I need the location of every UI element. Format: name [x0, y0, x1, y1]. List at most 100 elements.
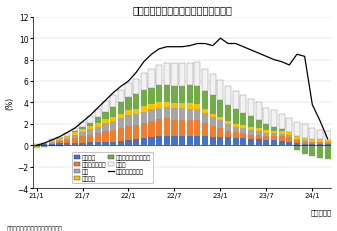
- Bar: [294, 123, 300, 137]
- Bar: [80, 123, 86, 127]
- Bar: [248, 100, 254, 117]
- Bar: [164, 136, 170, 146]
- Bar: [102, 142, 109, 146]
- Bar: [302, 138, 308, 141]
- Bar: [309, 146, 315, 156]
- Bar: [202, 69, 208, 92]
- Bar: [202, 114, 208, 124]
- Bar: [49, 146, 55, 147]
- Bar: [141, 123, 147, 138]
- Bar: [172, 86, 178, 103]
- Bar: [225, 131, 231, 138]
- Bar: [118, 103, 124, 115]
- Bar: [41, 144, 47, 145]
- Bar: [118, 129, 124, 141]
- Bar: [317, 142, 323, 143]
- Bar: [302, 124, 308, 138]
- Bar: [263, 140, 269, 146]
- Bar: [202, 92, 208, 110]
- Bar: [148, 69, 155, 88]
- Bar: [49, 143, 55, 144]
- Bar: [148, 105, 155, 110]
- Bar: [64, 138, 70, 140]
- Bar: [172, 64, 178, 86]
- Bar: [233, 109, 239, 124]
- Bar: [156, 119, 162, 137]
- Bar: [271, 137, 277, 141]
- Bar: [125, 126, 131, 140]
- Bar: [233, 138, 239, 146]
- Bar: [202, 137, 208, 146]
- Bar: [271, 127, 277, 131]
- Bar: [240, 96, 246, 113]
- Bar: [118, 141, 124, 146]
- Bar: [194, 63, 201, 86]
- Bar: [141, 138, 147, 146]
- Text: （資料）日本銀行「企業物価指数」: （資料）日本銀行「企業物価指数」: [7, 225, 63, 231]
- Bar: [141, 112, 147, 123]
- Bar: [133, 95, 139, 110]
- Bar: [194, 105, 201, 109]
- Bar: [110, 96, 116, 108]
- Bar: [256, 136, 262, 140]
- Bar: [248, 139, 254, 146]
- Bar: [309, 143, 315, 145]
- Bar: [279, 141, 285, 146]
- Bar: [33, 146, 40, 147]
- Bar: [102, 119, 109, 124]
- Bar: [133, 125, 139, 139]
- Bar: [102, 101, 109, 112]
- Bar: [294, 137, 300, 139]
- Bar: [80, 132, 86, 137]
- Bar: [156, 137, 162, 146]
- Bar: [187, 86, 193, 104]
- Bar: [80, 129, 86, 132]
- Bar: [80, 127, 86, 129]
- Bar: [141, 107, 147, 112]
- Bar: [141, 91, 147, 107]
- Bar: [156, 66, 162, 86]
- Bar: [325, 142, 331, 143]
- Bar: [95, 142, 101, 146]
- Bar: [148, 88, 155, 105]
- Bar: [164, 85, 170, 102]
- Legend: 化学製品, 石油・石炭製品, 鉄鋼, 非鉄金属, 電力・都市ガス・水道, その他, 総平均（前年比）: 化学製品, 石油・石炭製品, 鉄鋼, 非鉄金属, 電力・都市ガス・水道, その他…: [71, 152, 153, 184]
- Bar: [72, 143, 78, 146]
- Bar: [64, 136, 70, 138]
- Bar: [87, 143, 93, 146]
- Bar: [57, 140, 63, 141]
- Bar: [233, 124, 239, 127]
- Bar: [240, 113, 246, 126]
- Bar: [95, 127, 101, 133]
- Bar: [263, 124, 269, 131]
- Bar: [217, 129, 223, 137]
- Y-axis label: (%): (%): [5, 96, 14, 109]
- Bar: [217, 81, 223, 101]
- Bar: [102, 124, 109, 131]
- Bar: [240, 129, 246, 134]
- Bar: [279, 130, 285, 132]
- Bar: [294, 140, 300, 143]
- Bar: [233, 91, 239, 109]
- Bar: [57, 141, 63, 143]
- Bar: [294, 143, 300, 146]
- Bar: [256, 140, 262, 146]
- Bar: [64, 134, 70, 136]
- Bar: [217, 121, 223, 129]
- Bar: [217, 118, 223, 121]
- Bar: [302, 141, 308, 142]
- Bar: [102, 131, 109, 142]
- Bar: [57, 139, 63, 140]
- Bar: [325, 143, 331, 145]
- Bar: [240, 134, 246, 139]
- Bar: [110, 117, 116, 122]
- Bar: [263, 137, 269, 140]
- Bar: [233, 127, 239, 133]
- Bar: [72, 128, 78, 131]
- Bar: [194, 120, 201, 136]
- Bar: [187, 104, 193, 109]
- Bar: [210, 96, 216, 114]
- Text: （年・月）: （年・月）: [310, 209, 332, 215]
- Bar: [248, 135, 254, 139]
- Bar: [294, 139, 300, 140]
